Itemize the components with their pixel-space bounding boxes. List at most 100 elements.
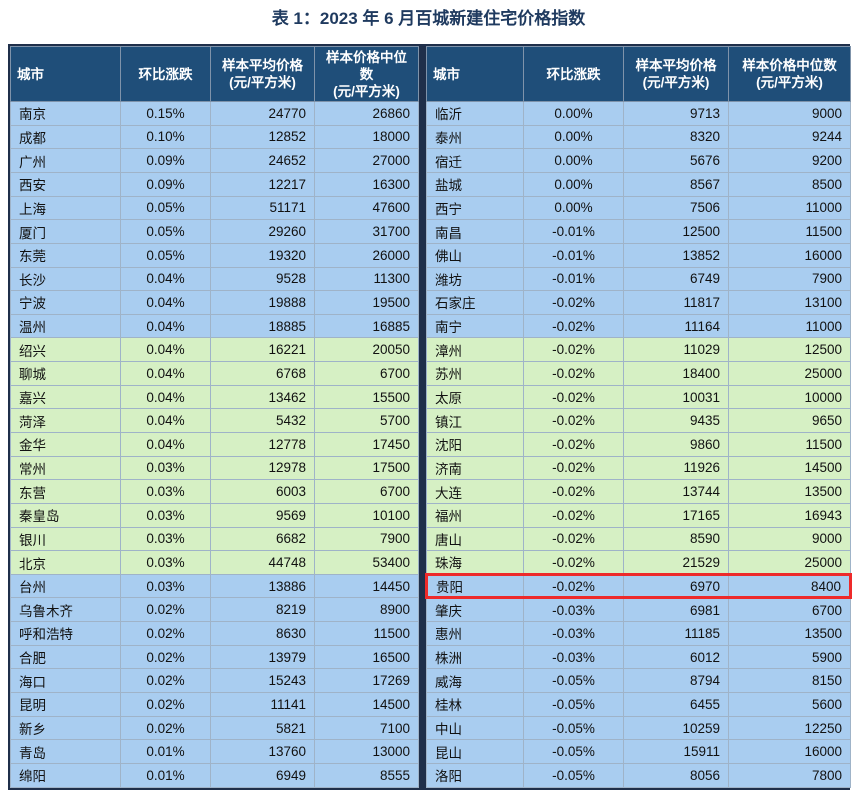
avg-price-cell: 8567 [623,171,729,197]
mom-change-cell: 0.03% [120,502,211,528]
data-row: 呼和浩特 0.02% 8630 11500 [10,621,419,646]
avg-price-cell: 18400 [623,361,729,386]
mom-change-cell: 0.02% [120,715,211,741]
mom-change-cell: -0.02% [523,408,624,433]
median-price-cell: 11500 [728,432,851,457]
mom-change-cell: 0.03% [120,455,211,481]
city-cell: 南京 [10,101,121,126]
median-price-cell: 14500 [314,692,419,717]
data-row: 石家庄 -0.02% 11817 13100 [426,290,851,315]
avg-price-cell: 6949 [210,762,315,789]
data-row: 桂林 -0.05% 6455 5600 [426,692,851,717]
data-row: 宁波 0.04% 19888 19500 [10,290,419,315]
city-cell: 聊城 [10,361,121,386]
avg-price-cell: 10031 [623,384,729,410]
avg-price-cell: 5821 [210,715,315,741]
data-row: 金华 0.04% 12778 17450 [10,432,419,457]
avg-price-cell: 11817 [623,290,729,315]
median-price-cell: 5600 [728,692,851,717]
data-row: 南昌 -0.01% 12500 11500 [426,219,851,244]
data-row: 珠海 -0.02% 21529 25000 [426,550,851,575]
median-price-cell: 17500 [314,455,419,481]
price-table-right: 城市 环比涨跌 样本平均价格 (元/平方米) 样本价格中位数 (元/平方米) 临沂 0.0… [425,45,852,789]
mom-change-cell: -0.02% [523,526,624,552]
table-container: 城市 环比涨跌 样本平均价格 (元/平方米) 样本价格中位数 (元/平方米) 南京 0.1… [8,44,852,790]
data-row: 宿迁 0.00% 5676 9200 [426,148,851,173]
city-cell: 秦皇岛 [10,502,121,528]
city-cell: 贵阳 [425,572,524,600]
avg-price-cell: 11164 [623,313,729,339]
data-row: 济南 -0.02% 11926 14500 [426,455,851,481]
data-row: 成都 0.10% 12852 18000 [10,124,419,150]
data-row: 北京 0.03% 44748 53400 [10,550,419,575]
median-price-cell: 15500 [314,384,419,410]
median-price-cell: 9000 [728,526,851,552]
city-cell: 昆山 [426,739,524,764]
mom-change-cell: 0.01% [120,762,211,789]
mom-change-cell: -0.02% [523,384,624,410]
city-cell: 石家庄 [426,290,524,315]
city-cell: 临沂 [426,101,524,126]
median-price-cell: 7800 [728,762,851,789]
avg-price-cell: 9435 [623,408,729,433]
avg-price-cell: 19888 [210,290,315,315]
avg-price-cell: 6012 [623,644,729,670]
data-row: 泰州 0.00% 8320 9244 [426,124,851,150]
data-row: 中山 -0.05% 10259 12250 [426,715,851,741]
city-cell: 北京 [10,550,121,575]
mom-change-cell: -0.02% [523,313,624,339]
data-row: 聊城 0.04% 6768 6700 [10,361,419,386]
data-row: 太原 -0.02% 10031 10000 [426,384,851,410]
table-title: 表 1：2023 年 6 月百城新建住宅价格指数 [271,9,586,28]
city-cell: 绍兴 [10,337,121,363]
city-cell: 南宁 [426,313,524,339]
median-price-cell: 11000 [728,195,851,221]
avg-price-cell: 6749 [623,266,729,292]
median-price-cell: 14500 [728,455,851,481]
median-price-cell: 13100 [728,290,851,315]
city-cell: 昆明 [10,692,121,717]
mom-change-cell: 0.00% [523,148,624,173]
avg-price-cell: 8056 [623,762,729,789]
median-price-cell: 13500 [728,621,851,646]
median-price-cell: 31700 [314,219,419,244]
data-row: 佛山 -0.01% 13852 16000 [426,242,851,268]
mom-change-cell: 0.03% [120,526,211,552]
city-cell: 青岛 [10,739,121,764]
city-cell: 温州 [10,313,121,339]
data-row: 绍兴 0.04% 16221 20050 [10,337,419,363]
city-cell: 东营 [10,479,121,504]
mom-change-cell: 0.00% [523,195,624,221]
median-price-cell: 25000 [728,550,851,575]
median-price-cell: 14450 [314,573,419,599]
median-price-cell: 11500 [728,219,851,244]
avg-price-cell: 8320 [623,124,729,150]
avg-price-cell: 10259 [623,715,729,741]
mom-change-cell: -0.03% [523,597,624,623]
mom-change-cell: 0.02% [120,621,211,646]
mom-change-cell: 0.10% [120,124,211,150]
city-cell: 绵阳 [10,762,121,789]
median-price-cell: 7900 [728,266,851,292]
data-row: 株洲 -0.03% 6012 5900 [426,644,851,670]
mom-change-cell: 0.03% [120,573,211,599]
header-row: 城市 环比涨跌 样本平均价格 (元/平方米) 样本价格中位数 (元/平方米) [10,45,419,103]
data-row: 西宁 0.00% 7506 11000 [426,195,851,221]
mom-change-cell: 0.04% [120,432,211,457]
avg-price-cell: 24652 [210,148,315,173]
avg-price-cell: 19320 [210,242,315,268]
mom-change-cell: 0.01% [120,739,211,764]
avg-price-cell: 21529 [623,550,729,575]
median-price-cell: 19500 [314,290,419,315]
median-price-cell: 13000 [314,739,419,764]
mom-change-cell: 0.02% [120,644,211,670]
city-cell: 盐城 [426,171,524,197]
avg-price-cell: 8630 [210,621,315,646]
median-price-cell: 13500 [728,479,851,504]
header-cell: 样本平均价格 (元/平方米) [623,45,729,103]
mom-change-cell: -0.05% [523,692,624,717]
mom-change-cell: -0.01% [523,266,624,292]
avg-price-cell: 11141 [210,692,315,717]
mom-change-cell: -0.03% [523,621,624,646]
data-row: 东营 0.03% 6003 6700 [10,479,419,504]
